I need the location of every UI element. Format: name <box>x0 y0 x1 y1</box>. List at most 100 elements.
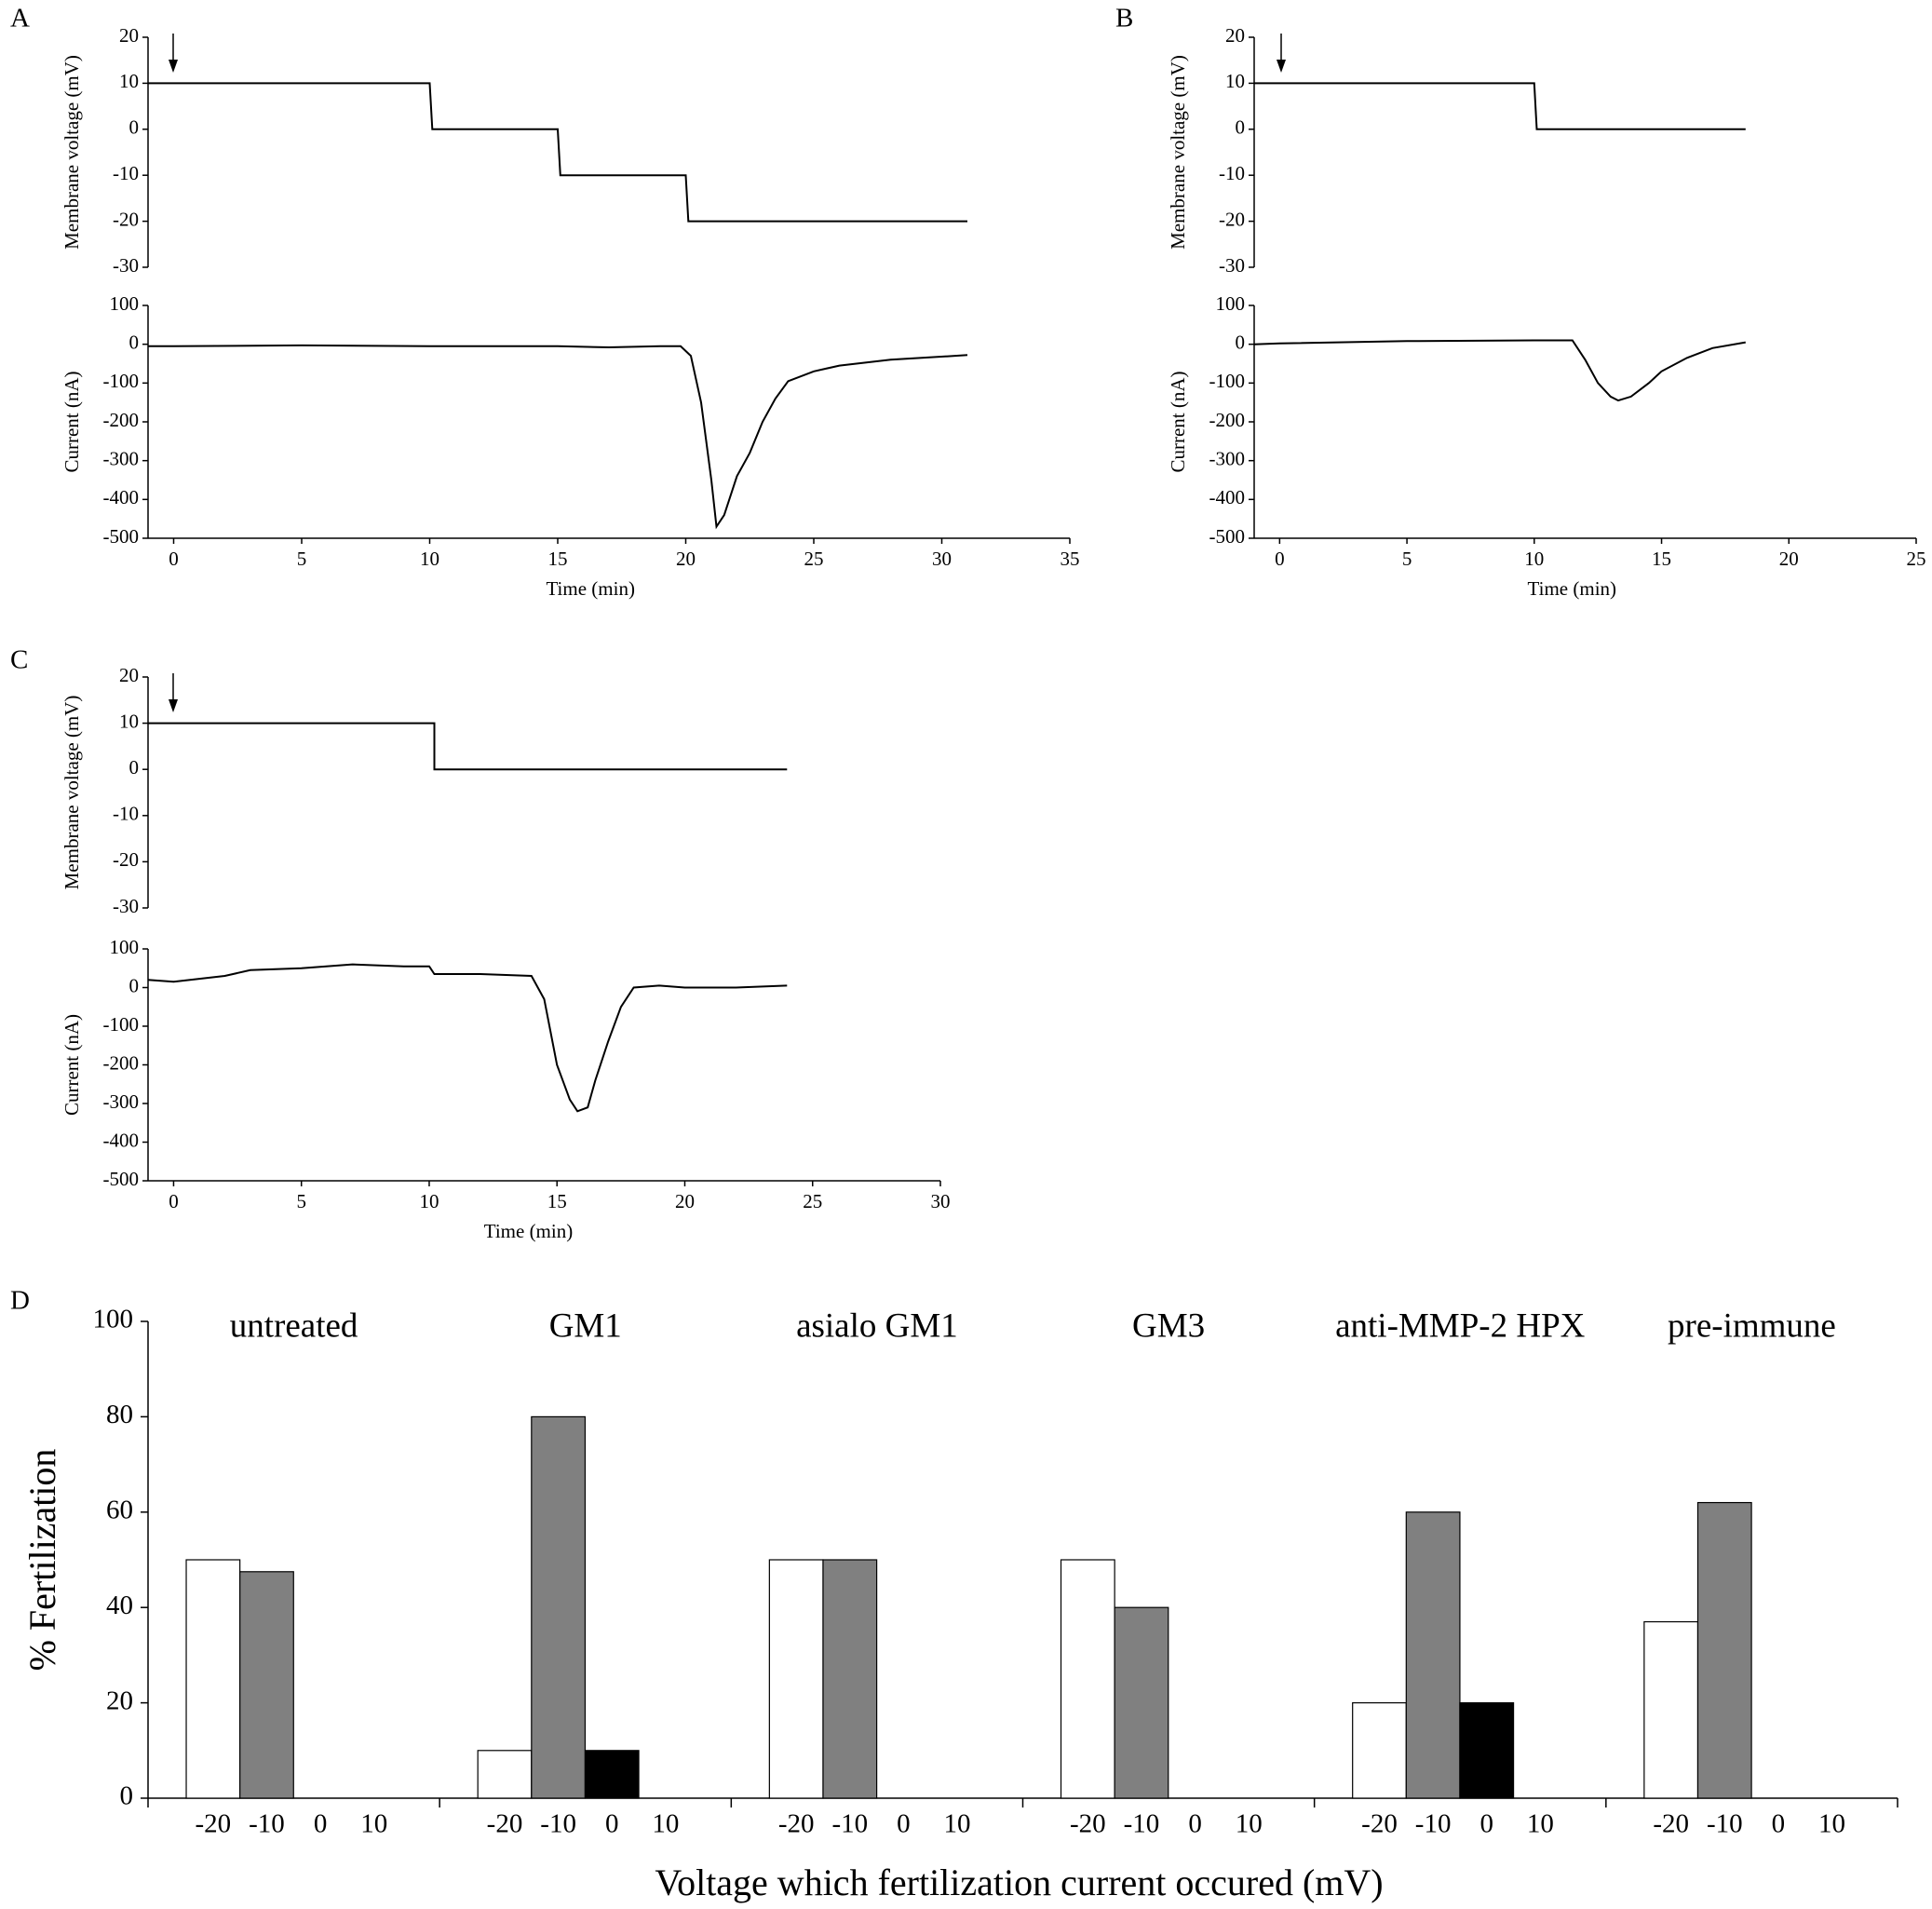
y-axis-label: Current (nA) <box>61 371 83 472</box>
x-axis-label: Time (min) <box>484 1220 573 1242</box>
x-tick-label: 5 <box>1402 548 1412 570</box>
y-tick-label: 10 <box>119 70 139 92</box>
group-label: asialo GM1 <box>796 1307 958 1345</box>
bar <box>1405 1511 1461 1799</box>
y-tick-label: -400 <box>1209 486 1246 508</box>
y-tick-label: 100 <box>110 292 140 315</box>
y-tick-label: 60 <box>106 1495 133 1524</box>
y-tick-label: -20 <box>1219 208 1245 230</box>
group-label: pre-immune <box>1668 1307 1836 1345</box>
y-tick-label: -300 <box>1209 447 1246 469</box>
y-tick-label: -300 <box>103 447 140 469</box>
x-tick-label: -20 <box>1361 1809 1398 1839</box>
bar <box>1060 1559 1115 1799</box>
y-tick-label: 100 <box>1216 292 1246 315</box>
x-tick-label: 15 <box>548 548 568 570</box>
bar <box>1643 1620 1699 1799</box>
x-tick-label: 10 <box>420 548 439 570</box>
bar <box>477 1750 533 1799</box>
y-tick-label: 0 <box>1236 331 1246 353</box>
x-tick-label: -10 <box>831 1809 868 1839</box>
x-tick-label: -20 <box>1070 1809 1106 1839</box>
group-label: untreated <box>230 1307 358 1345</box>
x-axis-label: Voltage which fertilization current occu… <box>655 1862 1383 1903</box>
x-tick-label: 25 <box>804 548 824 570</box>
trace <box>148 82 967 223</box>
x-tick-label: 0 <box>1275 548 1285 570</box>
y-tick-label: -100 <box>103 370 140 392</box>
trace <box>148 344 968 530</box>
x-tick-label: 0 <box>1772 1809 1786 1839</box>
x-tick-label: -20 <box>778 1809 815 1839</box>
x-tick-label: 0 <box>1479 1809 1493 1839</box>
y-tick-label: 10 <box>1225 70 1245 92</box>
y-tick-label: -500 <box>1209 525 1246 548</box>
x-tick-label: 0 <box>314 1809 328 1839</box>
y-axis-label: Membrane voltage (mV) <box>1167 55 1189 250</box>
y-tick-label: -200 <box>103 409 140 431</box>
x-tick-label: 0 <box>169 548 179 570</box>
y-tick-label: -400 <box>103 1129 140 1151</box>
y-tick-label: -10 <box>1219 162 1245 184</box>
bar <box>239 1571 294 1799</box>
trace <box>148 722 788 771</box>
x-tick-label: 15 <box>1652 548 1671 570</box>
trace <box>1254 82 1746 130</box>
x-tick-label: 10 <box>652 1809 679 1839</box>
trace <box>147 963 788 1113</box>
y-tick-label: 0 <box>129 756 140 778</box>
y-tick-label: -10 <box>113 162 139 184</box>
x-tick-label: -10 <box>540 1809 576 1839</box>
panel-label: B <box>1115 4 1133 34</box>
x-tick-label: 10 <box>419 1190 439 1212</box>
group-label: GM1 <box>549 1307 622 1345</box>
x-tick-label: 10 <box>1524 548 1544 570</box>
y-tick-label: 20 <box>119 24 139 47</box>
y-axis-label: Membrane voltage (mV) <box>61 55 83 250</box>
y-tick-label: -20 <box>113 848 139 871</box>
x-tick-label: 10 <box>1236 1809 1263 1839</box>
y-tick-label: 0 <box>1236 116 1246 139</box>
x-tick-label: 35 <box>1061 548 1080 570</box>
x-axis-label: Time (min) <box>546 577 634 600</box>
x-tick-label: 30 <box>931 1190 951 1212</box>
y-axis-label: Membrane voltage (mV) <box>61 696 83 890</box>
y-axis-label: % Fertilization <box>21 1449 63 1672</box>
y-tick-label: 80 <box>106 1400 133 1429</box>
bar <box>584 1750 640 1799</box>
y-tick-label: -30 <box>113 254 139 277</box>
x-tick-label: 0 <box>605 1809 619 1839</box>
x-tick-label: 20 <box>675 1190 695 1212</box>
y-axis-label: Current (nA) <box>61 1014 83 1116</box>
y-axis-label: Current (nA) <box>1167 371 1189 472</box>
panel-label: D <box>10 1286 30 1316</box>
bar <box>1459 1701 1515 1799</box>
panel-label: A <box>10 4 30 34</box>
x-tick-label: 10 <box>944 1809 971 1839</box>
y-tick-label: 40 <box>106 1591 133 1620</box>
y-tick-label: -200 <box>103 1051 140 1074</box>
x-axis-label: Time (min) <box>1528 577 1616 600</box>
arrow-head <box>169 699 178 712</box>
x-tick-label: 10 <box>360 1809 387 1839</box>
bar <box>185 1559 241 1799</box>
x-tick-label: 0 <box>897 1809 911 1839</box>
y-tick-label: 100 <box>93 1305 134 1334</box>
x-tick-label: 25 <box>1907 548 1926 570</box>
x-tick-label: -10 <box>249 1809 285 1839</box>
x-tick-label: 30 <box>932 548 952 570</box>
x-tick-label: 5 <box>297 548 307 570</box>
panel-label: C <box>10 645 28 675</box>
bar <box>1114 1606 1169 1799</box>
x-tick-label: -10 <box>1415 1809 1452 1839</box>
y-tick-label: -100 <box>103 1013 140 1036</box>
y-tick-label: -500 <box>103 1168 140 1190</box>
x-tick-label: 15 <box>547 1190 567 1212</box>
bar <box>531 1415 587 1799</box>
y-tick-label: 20 <box>106 1686 133 1715</box>
y-tick-label: 20 <box>1225 24 1245 47</box>
bar <box>1696 1501 1752 1799</box>
y-tick-label: -100 <box>1209 370 1246 392</box>
